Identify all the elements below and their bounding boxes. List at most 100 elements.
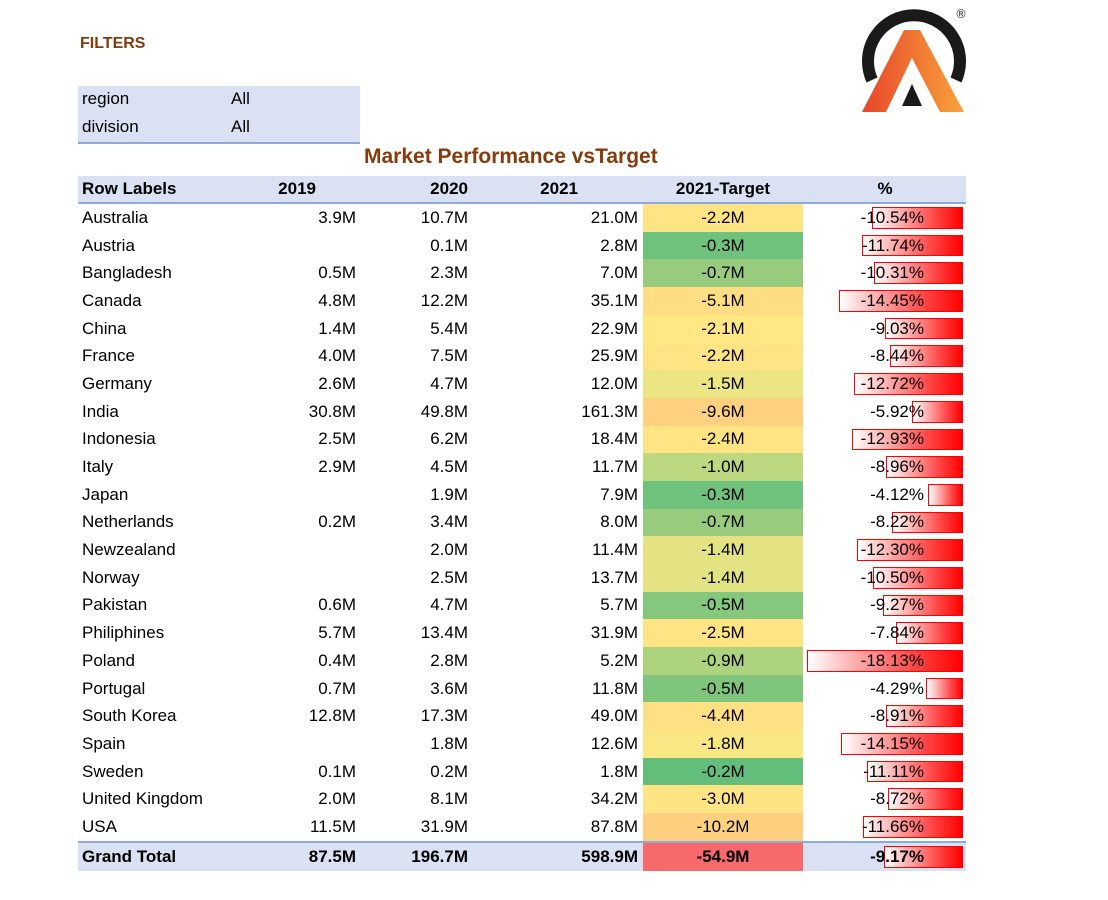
pct-cell[interactable]: -8.96% [804,453,966,481]
pct-cell[interactable]: -8.91% [804,702,966,730]
pct-cell[interactable]: -18.13% [804,647,966,675]
value-2019[interactable]: 0.1M [318,761,356,781]
pct-cell[interactable]: -10.50% [804,564,966,592]
table-row[interactable]: Austria 0.1M 2.8M -0.3M -11.74% [78,231,966,260]
row-label[interactable]: Netherlands [82,512,174,532]
value-2021-target[interactable]: -1.4M [643,563,803,592]
value-2020[interactable]: 31.9M [420,816,468,836]
value-2020[interactable]: 2.5M [430,567,468,587]
value-2019[interactable]: 30.8M [308,401,356,421]
table-row[interactable]: Italy 2.9M 4.5M 11.7M -1.0M -8.96% [78,453,966,481]
table-row[interactable]: Australia 3.9M 10.7M 21.0M -2.2M -10.54% [78,204,966,232]
row-label[interactable]: Grand Total [82,846,177,866]
pct-cell[interactable]: -8.44% [804,342,966,370]
value-2019[interactable]: 2.9M [318,457,356,477]
value-2020[interactable]: 5.4M [430,318,468,338]
row-label[interactable]: Indonesia [82,429,156,449]
table-row[interactable]: Pakistan 0.6M 4.7M 5.7M -0.5M -9.27% [78,591,966,620]
table-row[interactable]: France 4.0M 7.5M 25.9M -2.2M -8.44% [78,342,966,371]
row-label[interactable]: Philiphines [82,623,165,643]
value-2019[interactable]: 2.5M [318,429,356,449]
row-label[interactable]: Canada [82,290,142,310]
pct-cell[interactable]: -7.84% [804,619,966,647]
value-2021-target[interactable]: -10.2M [643,813,803,841]
row-label[interactable]: USA [82,816,117,836]
value-2020[interactable]: 17.3M [420,706,468,726]
value-2020[interactable]: 2.3M [430,263,468,283]
value-2021-target[interactable]: -2.4M [643,425,803,454]
value-2021[interactable]: 11.8M [592,678,638,698]
pct-cell[interactable]: -8.22% [804,509,966,537]
value-2021-target[interactable]: -0.5M [643,674,803,703]
value-2021-target[interactable]: -0.3M [643,231,803,260]
value-2021-target[interactable]: -2.2M [643,204,803,232]
row-label[interactable]: Poland [82,650,135,670]
row-label[interactable]: Germany [82,373,152,393]
value-2019[interactable] [258,536,356,564]
value-2019[interactable]: 4.8M [318,290,356,310]
value-2019[interactable]: 4.0M [318,346,356,366]
value-2021-target[interactable]: -9.6M [643,397,803,426]
value-2020[interactable]: 4.7M [430,373,468,393]
value-2021-target[interactable]: -5.1M [643,287,803,315]
filter-row-region[interactable]: region All [78,86,360,114]
value-2020[interactable]: 3.6M [430,678,468,698]
value-2020[interactable]: 49.8M [420,401,468,421]
value-2020[interactable]: 4.7M [430,595,468,615]
table-row[interactable]: China 1.4M 5.4M 22.9M -2.1M -9.03% [78,314,966,343]
value-2021-target[interactable]: -0.5M [643,591,803,620]
table-row[interactable]: Netherlands 0.2M 3.4M 8.0M -0.7M -8.22% [78,508,966,537]
header-2020[interactable]: 2020 [430,179,468,198]
row-label[interactable]: United Kingdom [82,789,203,809]
value-2020[interactable]: 12.2M [420,290,468,310]
pct-cell[interactable]: -10.31% [804,259,966,287]
value-2021-target[interactable]: -1.4M [643,536,803,564]
header-2021-target[interactable]: 2021-Target [675,179,771,198]
value-2021-target[interactable]: -0.9M [643,647,803,675]
value-2020[interactable]: 7.5M [430,346,468,366]
pct-cell[interactable]: -9.17% [804,843,966,871]
filter-value[interactable]: All [231,89,250,108]
value-2021[interactable]: 11.4M [592,540,638,560]
value-2021-target[interactable]: -2.5M [643,619,803,647]
value-2021[interactable]: 598.9M [581,846,638,866]
value-2021[interactable]: 35.1M [590,290,638,310]
value-2021[interactable]: 25.9M [590,346,638,366]
value-2019[interactable]: 0.4M [318,650,356,670]
value-2021-target[interactable]: -1.8M [643,730,803,758]
row-label[interactable]: Italy [82,457,114,477]
row-label[interactable]: Australia [82,207,149,227]
table-row[interactable]: Norway 2.5M 13.7M -1.4M -10.50% [78,563,966,592]
filter-value[interactable]: All [231,117,250,136]
value-2021-target[interactable]: -0.2M [643,757,803,786]
pct-cell[interactable]: -5.92% [804,398,966,426]
value-2019[interactable]: 0.7M [318,678,356,698]
pct-cell[interactable]: -11.74% [804,232,966,260]
row-label[interactable]: Portugal [82,678,146,698]
pct-cell[interactable]: -9.03% [804,315,966,343]
value-2021[interactable]: 8.0M [600,512,638,532]
table-row[interactable]: Poland 0.4M 2.8M 5.2M -0.9M -18.13% [78,647,966,675]
value-2019[interactable]: 2.6M [318,373,356,393]
table-row[interactable]: Spain 1.8M 12.6M -1.8M -14.15% [78,730,966,758]
value-2020[interactable]: 4.5M [430,457,468,477]
row-label[interactable]: Pakistan [82,595,148,615]
value-2020[interactable]: 1.9M [430,484,468,504]
value-2021-target[interactable]: -0.7M [643,508,803,537]
row-label[interactable]: Bangladesh [82,263,172,283]
header-2019[interactable]: 2019 [278,179,316,198]
value-2021[interactable]: 22.9M [590,318,638,338]
value-2019[interactable]: 2.0M [318,789,356,809]
value-2020[interactable]: 13.4M [420,623,468,643]
table-row[interactable]: Japan 1.9M 7.9M -0.3M -4.12% [78,480,966,509]
pct-cell[interactable]: -12.93% [804,426,966,454]
row-label[interactable]: Newzealand [82,540,176,560]
value-2019[interactable]: 1.4M [318,318,356,338]
value-2019[interactable]: 0.5M [318,263,356,283]
header-2021[interactable]: 2021 [540,179,578,198]
value-2020[interactable]: 3.4M [430,512,468,532]
value-2021-target[interactable]: -4.4M [643,702,803,731]
row-label[interactable]: Norway [82,567,140,587]
pct-cell[interactable]: -12.30% [804,536,966,564]
pct-cell[interactable]: -9.27% [804,592,966,620]
